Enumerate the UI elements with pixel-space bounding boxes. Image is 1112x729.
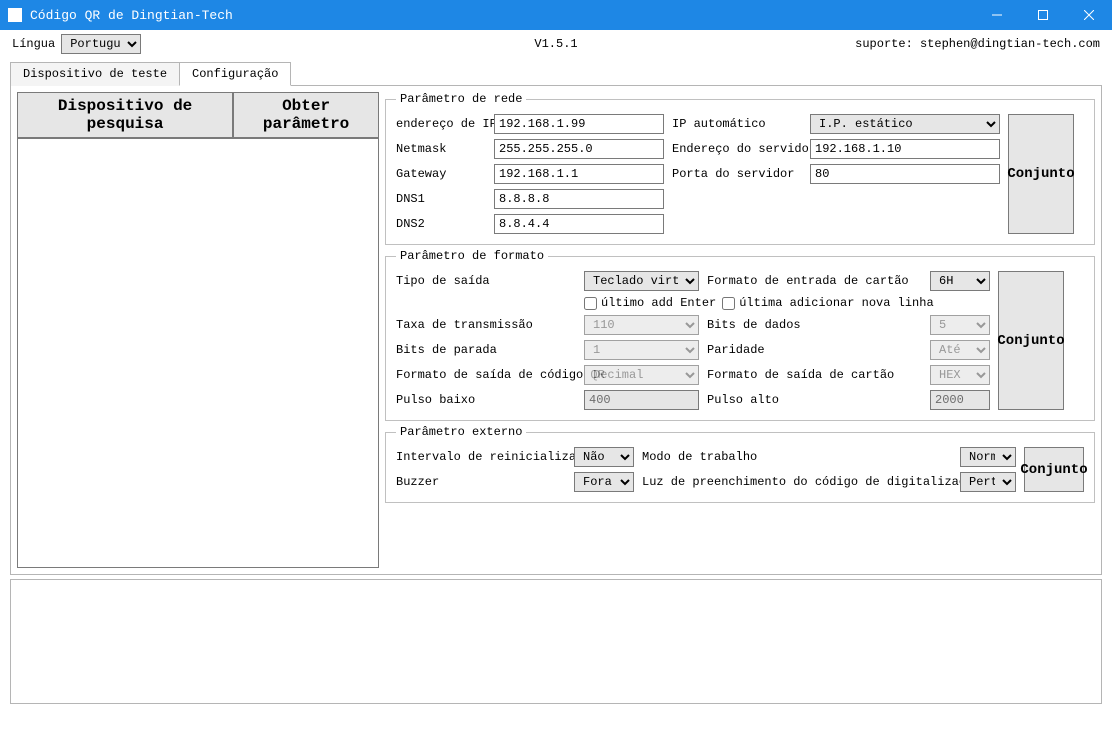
chk-newline[interactable] [722, 297, 735, 310]
external-legend: Parâmetro externo [396, 425, 526, 439]
pulse-low-label: Pulso baixo [396, 393, 576, 407]
device-list[interactable] [17, 138, 379, 568]
fill-label: Luz de preenchimento do código de digita… [642, 475, 952, 489]
card-out-label: Formato de saída de cartão [707, 368, 922, 382]
chk-enter[interactable] [584, 297, 597, 310]
language-label: Língua [12, 37, 55, 51]
work-label: Modo de trabalho [642, 450, 952, 464]
out-type-label: Tipo de saída [396, 274, 576, 288]
qr-out-label: Formato de saída de código QR [396, 368, 576, 382]
server-addr-input[interactable] [810, 139, 1000, 159]
external-fieldset: Parâmetro externo Intervalo de reinicial… [385, 425, 1095, 503]
network-set-button[interactable]: Conjunto [1008, 114, 1074, 234]
server-addr-label: Endereço do servidor [672, 142, 802, 156]
format-fieldset: Parâmetro de formato Tipo de saída Tecla… [385, 249, 1095, 421]
server-port-input[interactable] [810, 164, 1000, 184]
dns2-input[interactable] [494, 214, 664, 234]
gateway-input[interactable] [494, 164, 664, 184]
maximize-button[interactable] [1020, 0, 1066, 30]
auto-ip-select[interactable]: I.P. estático [810, 114, 1000, 134]
pulse-high-label: Pulso alto [707, 393, 922, 407]
baud-label: Taxa de transmissão [396, 318, 576, 332]
card-in-label: Formato de entrada de cartão [707, 274, 922, 288]
gateway-label: Gateway [396, 167, 486, 181]
reboot-select[interactable]: Não [574, 447, 634, 467]
network-fieldset: Parâmetro de rede endereço de IP IP auto… [385, 92, 1095, 245]
format-set-button[interactable]: Conjunto [998, 271, 1064, 410]
baud-select: 110 [584, 315, 699, 335]
work-select[interactable]: Norm [960, 447, 1016, 467]
pulse-low-input [584, 390, 699, 410]
get-parameter-button[interactable]: Obter parâmetro [233, 92, 379, 138]
card-out-select: HEX [930, 365, 990, 385]
ip-label: endereço de IP [396, 117, 486, 131]
app-icon [8, 8, 22, 22]
stopbits-label: Bits de parada [396, 343, 576, 357]
buzzer-select[interactable]: Fora [574, 472, 634, 492]
title-bar: Código QR de Dingtian-Tech [0, 0, 1112, 30]
chk-newline-label[interactable]: última adicionar nova linha [722, 296, 933, 310]
reboot-label: Intervalo de reinicialização [396, 450, 566, 464]
format-legend: Parâmetro de formato [396, 249, 548, 263]
dns2-label: DNS2 [396, 217, 486, 231]
config-panel: Dispositivo de pesquisa Obter parâmetro … [10, 85, 1102, 575]
parity-label: Paridade [707, 343, 922, 357]
minimize-button[interactable] [974, 0, 1020, 30]
out-type-select[interactable]: Teclado virtual [584, 271, 699, 291]
tab-test-device[interactable]: Dispositivo de teste [10, 62, 180, 86]
buzzer-label: Buzzer [396, 475, 566, 489]
stopbits-select: 1 [584, 340, 699, 360]
network-legend: Parâmetro de rede [396, 92, 526, 106]
language-select[interactable]: Português [61, 34, 141, 54]
dns1-label: DNS1 [396, 192, 486, 206]
external-set-button[interactable]: Conjunto [1024, 447, 1084, 492]
server-port-label: Porta do servidor [672, 167, 802, 181]
search-device-button[interactable]: Dispositivo de pesquisa [17, 92, 233, 138]
dns1-input[interactable] [494, 189, 664, 209]
pulse-high-input [930, 390, 990, 410]
parity-select: Até [930, 340, 990, 360]
log-panel [10, 579, 1102, 704]
version-label: V1.5.1 [534, 37, 577, 51]
support-label: suporte: stephen@dingtian-tech.com [855, 37, 1100, 51]
databits-label: Bits de dados [707, 318, 922, 332]
auto-ip-label: IP automático [672, 117, 802, 131]
tab-configuration[interactable]: Configuração [179, 62, 291, 86]
chk-enter-label[interactable]: último add Enter [584, 296, 716, 310]
fill-select[interactable]: Pert [960, 472, 1016, 492]
close-button[interactable] [1066, 0, 1112, 30]
card-in-select[interactable]: 6H [930, 271, 990, 291]
databits-select: 5 [930, 315, 990, 335]
netmask-input[interactable] [494, 139, 664, 159]
window-title: Código QR de Dingtian-Tech [30, 8, 974, 23]
netmask-label: Netmask [396, 142, 486, 156]
qr-out-select: Decimal [584, 365, 699, 385]
ip-input[interactable] [494, 114, 664, 134]
